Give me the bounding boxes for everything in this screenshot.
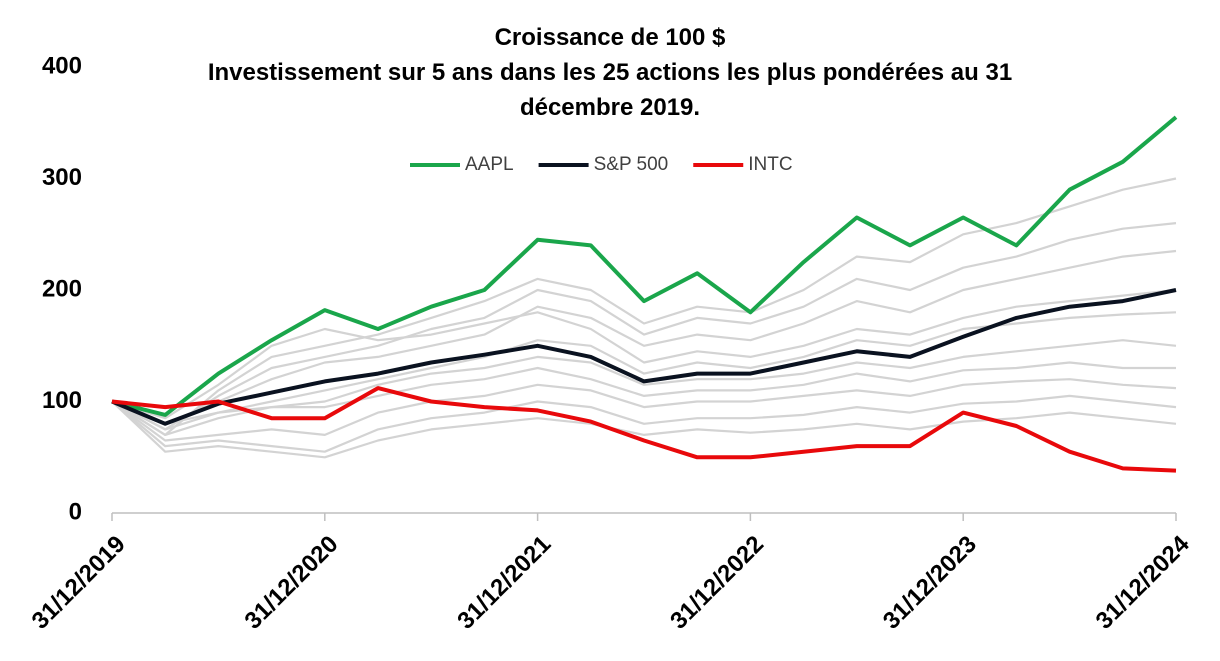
series-line [111,115,1178,417]
titles: Croissance de 100 $ Investissement sur 5… [180,20,1040,125]
background-line [111,400,1177,459]
background-line [111,177,1177,436]
x-tick-label: 31/12/2019 [27,531,131,635]
y-tick-label: 100 [42,387,82,414]
background-line [111,339,1177,436]
x-tick-label: 31/12/2023 [878,531,982,635]
y-tick-label: 300 [42,164,82,191]
y-tick-label: 200 [42,275,82,302]
chart-title: Croissance de 100 $ [494,24,726,51]
x-tick-label: 31/12/2024 [1091,530,1195,634]
x-tick-label: 31/12/2022 [665,531,769,635]
x-tick-label: 31/12/2020 [239,531,343,635]
background-line [111,378,1177,442]
background-line [111,249,1177,425]
legend-label: INTC [748,154,792,175]
legend-label: AAPL [465,154,514,175]
chart-subtitle: Investissement sur 5 ans dans les 25 act… [207,59,1013,121]
legend-label: S&P 500 [594,154,669,175]
background-line [111,222,1177,431]
y-tick-label: 0 [69,498,82,525]
background-line [111,361,1176,425]
series-line [111,288,1177,426]
background-line [111,288,1177,420]
x-tick-label: 31/12/2021 [452,531,556,635]
series-line [111,386,1177,473]
background-line [111,394,1177,453]
background-line [111,311,1177,431]
y-tick-label: 400 [42,52,82,79]
